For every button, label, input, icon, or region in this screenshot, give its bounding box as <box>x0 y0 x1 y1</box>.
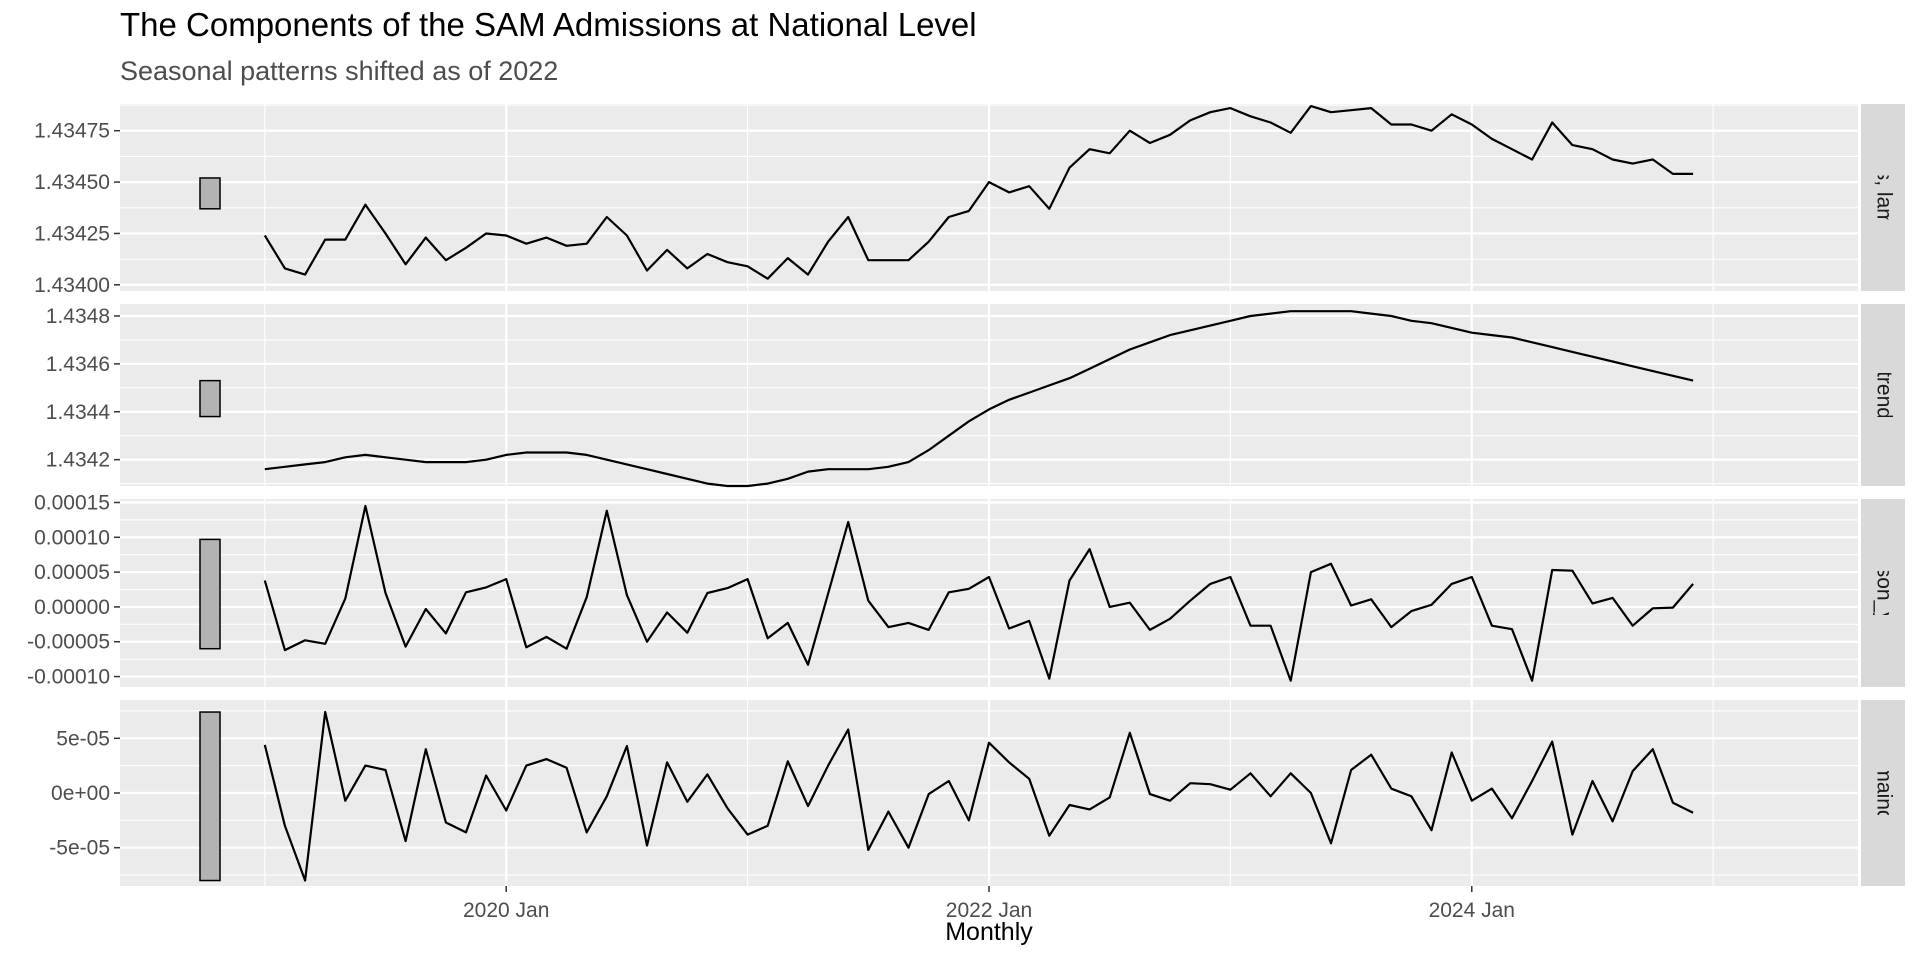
x-tick-label: 2020 Jan <box>463 899 549 922</box>
facet-strip-label: remainder <box>1872 746 1895 841</box>
y-tick-label: -5e-05 <box>49 837 110 860</box>
scale-bar <box>199 379 221 418</box>
x-tick-label: 2024 Jan <box>1429 899 1515 922</box>
y-tick-label: 0.00005 <box>34 561 110 584</box>
x-axis-title: Monthly <box>945 918 1033 946</box>
facet-strip <box>1861 304 1905 486</box>
y-tick-label: 0.00010 <box>34 526 110 549</box>
y-tick-label: 1.4346 <box>46 353 110 376</box>
facet-strip-label: issions, lambda = <box>1872 116 1895 279</box>
panel-admissions: 1.43400 1.43425 1.43450 1.43475 issions, lam… <box>34 104 1905 297</box>
y-tick-label: -0.00010 <box>27 666 110 689</box>
y-tick-label: 1.43400 <box>34 274 110 297</box>
facet-strip-label: season_year <box>1872 533 1895 653</box>
y-tick-label: -0.00005 <box>27 631 110 654</box>
facet-strip <box>1861 104 1905 291</box>
y-tick-label: 1.4342 <box>46 449 110 472</box>
y-tick-label: 0.00000 <box>34 596 110 619</box>
panel-season_year: -0.00010 -0.00005 0.00000 0.00005 0.00010 0.0… <box>27 491 1905 689</box>
series-line <box>263 104 1694 280</box>
x-tick-label: 2022 Jan <box>946 899 1032 922</box>
chart-title: The Components of the SAM Admissions at … <box>120 6 977 43</box>
y-tick-label: 1.43425 <box>34 222 110 245</box>
chart-subtitle: Seasonal patterns shifted as of 2022 <box>120 56 559 86</box>
facet-strip <box>1861 499 1905 687</box>
facet-strip <box>1861 700 1905 886</box>
y-tick-label: 1.4344 <box>46 401 111 424</box>
y-tick-label: 1.43450 <box>34 171 110 194</box>
series-line <box>263 710 1694 882</box>
series-line <box>264 310 1694 488</box>
series-line <box>263 504 1694 682</box>
facet-strip-label: trend <box>1872 371 1895 419</box>
scale-bar <box>199 538 221 650</box>
y-tick-label: 1.43475 <box>34 120 110 143</box>
panel-remainder: -5e-05 0e+00 5e-05 remainder <box>49 700 1905 886</box>
y-tick-label: 5e-05 <box>56 727 110 750</box>
scale-bar <box>199 177 221 210</box>
y-tick-label: 0.00015 <box>34 491 110 514</box>
y-tick-label: 1.4348 <box>46 305 110 328</box>
y-tick-label: 0e+00 <box>51 782 110 805</box>
scale-bar <box>199 711 221 882</box>
panel-trend: 1.4342 1.4344 1.4346 1.4348 trend <box>46 304 1905 488</box>
